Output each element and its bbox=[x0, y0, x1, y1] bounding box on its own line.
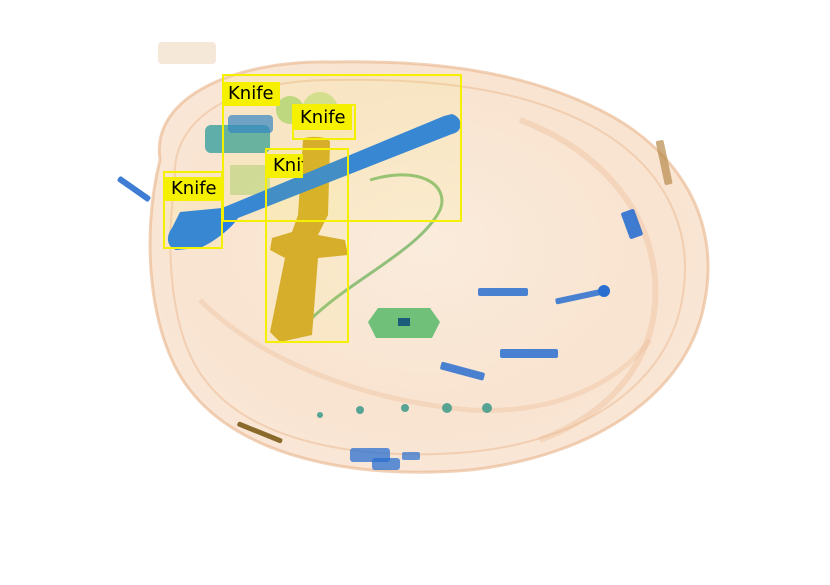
detection-label: Knife bbox=[165, 177, 223, 201]
pen bbox=[237, 421, 283, 444]
small-dots bbox=[317, 403, 492, 418]
detection-box bbox=[265, 148, 349, 343]
small-items bbox=[117, 176, 643, 470]
bag-handle bbox=[158, 42, 216, 64]
dagger-mask bbox=[270, 136, 348, 342]
detection-label: Knife bbox=[267, 154, 303, 178]
long-blade-mask bbox=[167, 114, 461, 250]
detection-label: Knife bbox=[294, 106, 352, 130]
detection-label: Knife bbox=[222, 82, 280, 106]
